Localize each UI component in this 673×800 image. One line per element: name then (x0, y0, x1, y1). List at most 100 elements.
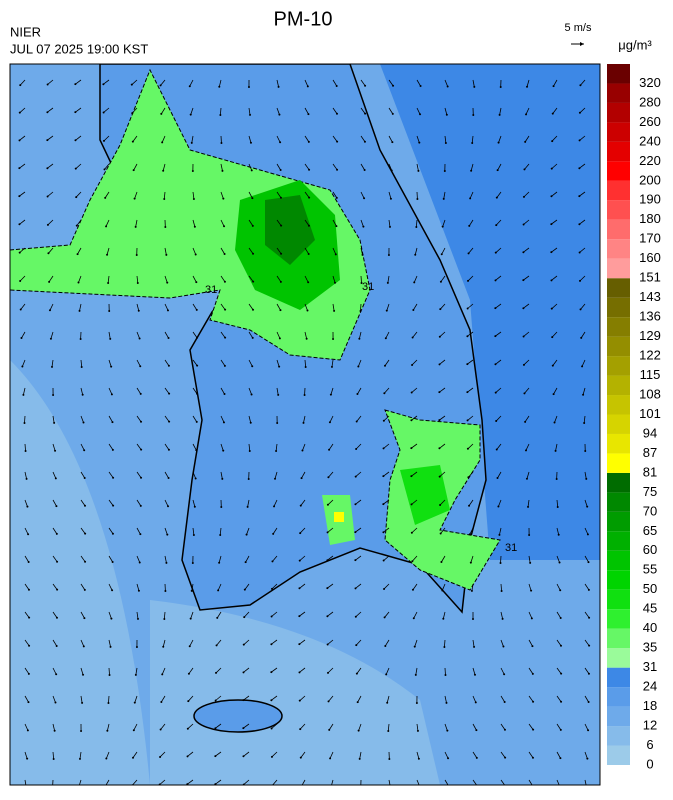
wind-arrow-head (467, 419, 469, 421)
wind-arrow-head (553, 85, 555, 87)
wind-arrow-head (550, 251, 552, 253)
wind-arrow-head (52, 786, 54, 788)
wind-arrow-head (439, 336, 441, 338)
wind-arrow-head (112, 561, 114, 563)
wind-arrow-head (504, 701, 506, 703)
colorbar-label: 45 (643, 601, 657, 616)
wind-arrow-head (307, 113, 309, 115)
wind-arrow-head (364, 85, 366, 87)
wind-arrow-head (280, 169, 282, 171)
wind-arrow-head (54, 730, 56, 732)
wind-arrow-head (223, 225, 225, 227)
wind-arrow-head (383, 560, 385, 562)
wind-arrow-head (140, 393, 142, 395)
wind-arrow-head (522, 251, 524, 253)
wind-arrow-head (270, 671, 272, 673)
wind-arrow-head (84, 505, 86, 507)
wind-arrow-head (327, 476, 329, 478)
wind-arrow-head (358, 338, 360, 340)
wind-arrow-head (417, 730, 419, 732)
wind-arrow-head (554, 422, 556, 424)
wind-arrow-head (112, 449, 114, 451)
wind-arrow-head (420, 85, 422, 87)
wind-arrow-head (271, 727, 273, 729)
wind-arrow-head (439, 476, 441, 478)
wind-arrow-head (136, 646, 138, 648)
colorbar-label: 160 (639, 250, 661, 265)
wind-arrow-head (579, 84, 581, 86)
wind-arrow-head (442, 226, 444, 228)
wind-scale-label: 5 m/s (565, 22, 592, 34)
wind-arrow-head (411, 560, 413, 562)
wind-arrow-head (280, 225, 282, 227)
wind-arrow-head (472, 618, 474, 620)
wind-arrow-head (222, 450, 224, 452)
colorbar-swatch (607, 415, 630, 434)
wind-arrow-head (217, 589, 219, 591)
wind-arrow-head (111, 421, 113, 423)
wind-arrow-head (162, 646, 164, 648)
wind-arrow-head (19, 112, 21, 114)
wind-arrow-head (532, 757, 534, 759)
colorbar-label: 75 (643, 484, 657, 499)
contour-label: 31 (505, 542, 517, 554)
wind-arrow-head (299, 560, 301, 562)
wind-arrow-head (28, 589, 30, 591)
wind-arrow-head (532, 701, 534, 703)
wind-arrow-head (411, 364, 413, 366)
colorbar-swatch (607, 668, 630, 687)
wind-arrow-head (328, 700, 330, 702)
wind-arrow-head (388, 758, 390, 760)
colorbar-label: 220 (639, 153, 661, 168)
wind-arrow-head (470, 562, 472, 564)
wind-arrow-head (300, 757, 302, 759)
wind-arrow-head (25, 786, 27, 788)
wind-arrow-head (495, 279, 497, 281)
wind-arrow-head (46, 167, 48, 169)
wind-arrow-head (160, 728, 162, 730)
wind-arrow-head (26, 758, 28, 760)
colorbar-swatch (607, 103, 630, 122)
colorbar-label: 24 (643, 679, 657, 694)
wind-arrow-head (19, 252, 21, 254)
wind-arrow-head (504, 729, 506, 731)
wind-arrow-head (583, 422, 585, 424)
wind-arrow-head (167, 309, 169, 311)
wind-arrow-head (28, 645, 30, 647)
wind-arrow-head (48, 281, 50, 283)
wind-arrow-head (82, 394, 84, 396)
wind-arrow-head (356, 421, 358, 423)
wind-arrow-head (195, 253, 197, 255)
wind-arrow-head (221, 170, 223, 172)
wind-arrow-head (555, 450, 557, 452)
wind-arrow-head (299, 728, 301, 730)
wind-arrow-head (56, 589, 58, 591)
wind-arrow-head (476, 757, 478, 759)
wind-arrow-head (192, 170, 194, 172)
wind-arrow-head (140, 421, 142, 423)
wind-arrow-head (249, 114, 251, 116)
colorbar-swatch (607, 278, 630, 297)
wind-arrow (24, 416, 25, 423)
wind-arrow-head (279, 141, 281, 143)
colorbar-swatch (607, 83, 630, 102)
wind-arrow-head (84, 561, 86, 563)
wind-arrow-head (75, 168, 77, 170)
wind-arrow-head (560, 645, 562, 647)
wind-arrow-head (105, 225, 107, 227)
wind-arrow-head (361, 282, 363, 284)
wind-arrow-head (497, 506, 499, 508)
colorbar-swatch (607, 220, 630, 239)
wind-arrow-head (83, 617, 85, 619)
wind-arrow-head (80, 730, 82, 732)
wind-arrow-head (191, 142, 193, 144)
wind-arrow-head (301, 477, 303, 479)
wind-arrow-head (112, 505, 114, 507)
wind-arrow-head (20, 337, 22, 339)
colorbar-swatch (607, 512, 630, 531)
wind-arrow-head (333, 310, 335, 312)
wind-arrow-head (550, 223, 552, 225)
colorbar-swatch (607, 181, 630, 200)
wind-arrow-head (110, 646, 112, 648)
wind-arrow-head (194, 506, 196, 508)
